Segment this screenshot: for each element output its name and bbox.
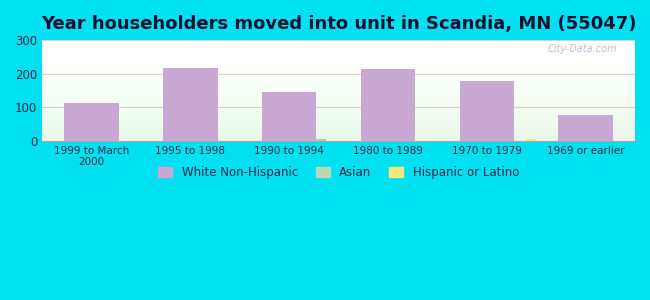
Bar <box>163 68 218 141</box>
Bar <box>460 81 514 141</box>
Title: Year householders moved into unit in Scandia, MN (55047): Year householders moved into unit in Sca… <box>41 15 636 33</box>
Text: City-Data.com: City-Data.com <box>547 44 618 54</box>
Bar <box>262 92 317 141</box>
Bar <box>64 103 119 141</box>
Bar <box>558 115 613 141</box>
Legend: White Non-Hispanic, Asian, Hispanic or Latino: White Non-Hispanic, Asian, Hispanic or L… <box>153 161 524 184</box>
Bar <box>317 139 326 141</box>
Bar <box>526 139 536 141</box>
Bar <box>361 69 415 141</box>
